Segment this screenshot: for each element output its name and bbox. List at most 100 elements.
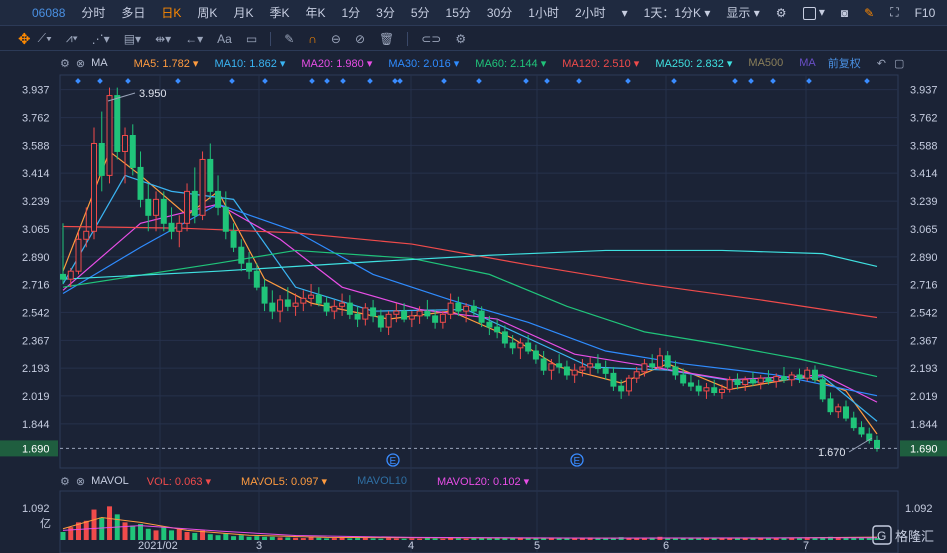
delete-icon[interactable]: 🗑 xyxy=(379,31,395,46)
volume-bar xyxy=(765,538,771,540)
ma-legend-item[interactable]: MA120: 2.510 ▾ xyxy=(562,57,640,70)
vol-settings-icon[interactable]: ⚙ xyxy=(60,475,70,488)
settings-icon[interactable]: ⚙ xyxy=(775,5,787,20)
text-tool[interactable]: Aa xyxy=(217,31,232,46)
display-menu[interactable]: 显示 ▾ xyxy=(726,6,760,20)
period-tab[interactable]: 年K xyxy=(305,6,326,20)
volume-bar xyxy=(494,537,500,540)
link-icon[interactable]: ⊂⊃ xyxy=(421,31,442,46)
ma-label: MA xyxy=(91,57,108,69)
undo-icon[interactable]: ↶ xyxy=(876,57,886,70)
comment-icon[interactable]: ▭ xyxy=(245,31,258,46)
watermark-logo-letter: G xyxy=(877,529,886,543)
line-tool-icon[interactable]: ⟋▾ xyxy=(37,31,52,45)
candle-body xyxy=(300,297,307,304)
period-tab[interactable]: 30分 xyxy=(486,6,513,20)
candle-body xyxy=(742,379,749,386)
period-tab[interactable]: 日K xyxy=(161,6,182,20)
candle-body xyxy=(563,366,570,376)
volume-bar xyxy=(634,538,640,540)
y-tick-label-right: 3.588 xyxy=(910,140,938,152)
period-tab[interactable]: 1分 xyxy=(341,6,361,20)
event-e-marker[interactable] xyxy=(570,453,584,467)
volume-legend: ⚙ ⊗ MAVOL VOL: 0.063 ▾ MAVOL5: 0.097 ▾ MAVOL1… xyxy=(0,472,947,490)
volume-bar xyxy=(285,537,291,540)
vol-legend-item[interactable]: MAVOL10 xyxy=(357,475,407,487)
volume-bar xyxy=(355,538,361,540)
period-tab[interactable]: 3分 xyxy=(376,6,395,20)
event-dot xyxy=(97,78,103,84)
ma-legend-item[interactable]: MA20: 1.980 ▾ xyxy=(301,57,373,70)
candle-body xyxy=(486,321,493,328)
period-tab[interactable]: 周K xyxy=(197,6,218,20)
candle-body xyxy=(370,307,377,317)
event-e-marker[interactable] xyxy=(386,453,400,467)
ma-line-ma60 xyxy=(62,249,878,378)
event-dot xyxy=(309,78,315,84)
ma-close-icon[interactable]: ⊗ xyxy=(75,57,86,70)
pencil-icon[interactable]: ✎ xyxy=(864,5,875,20)
volume-bar xyxy=(835,537,841,540)
volume-bar xyxy=(169,530,175,540)
period-dropdown-icon[interactable]: ▾ xyxy=(621,5,628,20)
volume-bar xyxy=(874,538,880,540)
ma-legend-item[interactable]: MA500 xyxy=(748,57,784,69)
candle-body xyxy=(408,315,415,320)
channel-tool-icon[interactable]: ⩘▾ xyxy=(65,31,78,45)
y-tick-label-left: 2.019 xyxy=(22,391,50,403)
candle-body xyxy=(765,377,772,382)
crosshair-icon[interactable]: ✥ xyxy=(18,30,31,48)
period-tab[interactable]: 1小时 xyxy=(528,6,559,20)
period-tab[interactable]: 5分 xyxy=(410,6,430,20)
fullscreen-icon[interactable]: ⛶ xyxy=(890,5,899,19)
square-icon[interactable]: ▢ xyxy=(893,57,905,70)
wave-tool-icon[interactable]: ⋰▾ xyxy=(91,31,110,46)
volume-bar xyxy=(238,535,244,540)
volume-bar xyxy=(347,538,353,540)
period-tab[interactable]: 分时 xyxy=(81,6,106,20)
period-tab[interactable]: 季K xyxy=(269,6,290,20)
vol-legend-item[interactable]: MAVOL5: 0.097 ▾ xyxy=(241,475,328,488)
combo-select[interactable]: 1天：1分K ▾ xyxy=(643,6,711,20)
period-tab[interactable]: 15分 xyxy=(445,6,471,20)
ma-legend-item[interactable]: MA10: 1.862 ▾ xyxy=(214,57,286,70)
watermark-text: 格隆汇 xyxy=(895,529,934,544)
ma-settings-icon[interactable]: ⚙ xyxy=(60,57,70,70)
y-tick-label-left: 3.239 xyxy=(22,196,50,208)
event-dot xyxy=(671,78,677,84)
candle-body xyxy=(153,198,160,216)
y-tick-label-right: 2.716 xyxy=(910,280,938,292)
ma-legend-item[interactable]: MA250: 2.832 ▾ xyxy=(655,57,733,70)
candle-body xyxy=(656,355,663,368)
vol-legend-item[interactable]: MAVOL20: 0.102 ▾ xyxy=(437,475,530,488)
vol-close-icon[interactable]: ⊗ xyxy=(75,475,86,488)
y-tick-label-left: 2.890 xyxy=(22,252,50,264)
ma-legend-item[interactable]: MA60: 2.144 ▾ xyxy=(475,57,547,70)
candle-body xyxy=(478,310,485,323)
adjust-mode[interactable]: 前复权 xyxy=(827,58,861,70)
f10-button[interactable]: F10 xyxy=(914,5,936,20)
x-tick-label: 4 xyxy=(408,540,414,552)
candle-body xyxy=(416,310,423,317)
period-tab[interactable]: 2小时 xyxy=(574,6,606,20)
period-tab[interactable]: 月K xyxy=(233,6,254,20)
arrow-tool-icon[interactable]: ←▾ xyxy=(185,31,204,46)
ma-legend-item[interactable]: MA30: 2.016 ▾ xyxy=(388,57,460,70)
stock-code[interactable]: 06088 xyxy=(32,5,66,20)
volume-bar xyxy=(138,523,144,540)
range-tool-icon[interactable]: ⇹▾ xyxy=(155,31,172,46)
magnet-icon[interactable]: ∩ xyxy=(308,31,317,46)
pen-icon[interactable]: ✎ xyxy=(284,31,295,46)
layout-icon[interactable]: ▾ xyxy=(795,5,833,20)
vol-legend-item[interactable]: VOL: 0.063 ▾ xyxy=(146,475,212,488)
y-tick-label-left: 3.588 xyxy=(22,140,50,152)
hide-icon[interactable]: ⊘ xyxy=(354,31,366,46)
period-tab[interactable]: 多日 xyxy=(121,6,146,20)
ma-legend-item[interactable]: MA xyxy=(799,57,816,69)
fibonacci-tool-icon[interactable]: ▤▾ xyxy=(123,31,142,46)
ma-legend-item[interactable]: MA5: 1.782 ▾ xyxy=(133,57,199,70)
camera-icon[interactable]: ◙ xyxy=(840,5,849,20)
lock-icon[interactable]: ⊖ xyxy=(330,31,341,46)
settings-icon[interactable]: ⚙ xyxy=(455,31,467,46)
